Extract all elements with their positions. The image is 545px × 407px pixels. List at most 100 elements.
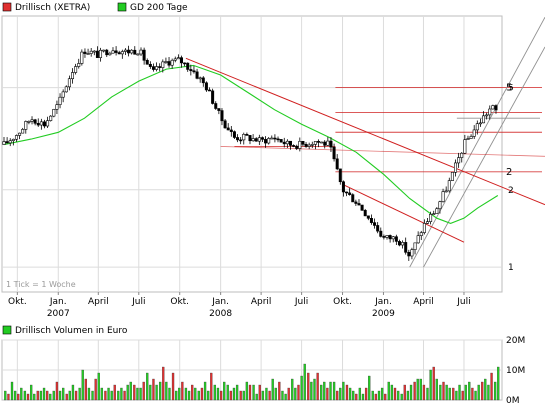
candle-body (391, 236, 395, 240)
volume-bar (406, 390, 410, 401)
volume-bar (380, 387, 384, 401)
x-tick-label: Juli (294, 297, 308, 307)
candle-body (335, 158, 339, 170)
x-tick-label: April (251, 297, 272, 307)
candle-body (270, 137, 274, 140)
volume-bar (281, 390, 284, 401)
volume-bar (274, 387, 277, 401)
volume-bar (448, 387, 451, 401)
candle-body (460, 152, 464, 158)
candle-body (401, 242, 405, 246)
legend-ma-swatch (117, 2, 127, 12)
volume-bar (419, 378, 422, 401)
candle-body (307, 144, 311, 147)
volume-bar (393, 387, 397, 401)
volume-bar (452, 387, 455, 401)
candle-body (183, 62, 187, 65)
volume-bar (416, 378, 419, 401)
candle-body (447, 180, 451, 192)
volume-bar (113, 384, 116, 401)
candle-body (441, 191, 445, 202)
volume-bar (33, 393, 36, 401)
candle-body (117, 52, 121, 55)
volume-bar (123, 390, 126, 401)
candle-body (21, 129, 25, 134)
candle-body (89, 50, 93, 54)
volume-bar (232, 387, 236, 401)
x-tick-label: Juli (456, 297, 470, 307)
volume-bar (239, 390, 242, 401)
volume-bar (68, 390, 71, 401)
x-tick-label: Okt. (333, 297, 352, 307)
y-tick-label: 5 (508, 84, 514, 94)
candle-body (298, 140, 302, 149)
volume-bar (409, 384, 413, 401)
volume-bar (62, 387, 65, 401)
y-tick-label: 2 (508, 186, 514, 196)
price-gridlines (2, 16, 502, 292)
candle-body (488, 108, 492, 116)
volume-bar (162, 366, 165, 401)
volume-tick-label: 20M (506, 336, 525, 346)
candle-body (329, 140, 333, 148)
candle-body (242, 134, 246, 141)
volume-bar (258, 384, 261, 401)
volume-bar (271, 378, 274, 401)
volume-tick-label: 10M (506, 366, 525, 376)
volume-bar (384, 393, 387, 401)
volume-bar (74, 390, 78, 401)
volume-bar (94, 378, 97, 401)
volume-axis-ticks: 0M 10M 20M (506, 336, 525, 406)
candle-body (64, 86, 68, 93)
volume-bar (439, 384, 442, 401)
candle-body (267, 138, 271, 144)
volume-bar (345, 384, 349, 401)
candle-body (139, 49, 143, 55)
volume-bar (149, 384, 152, 401)
volume-bar (117, 390, 120, 401)
candle-body (229, 129, 233, 132)
volume-bar (426, 387, 429, 401)
candle-body (475, 123, 479, 131)
volume-bar (458, 384, 461, 401)
volume-bar (323, 381, 326, 401)
volume-bar (468, 381, 471, 401)
candle-body (326, 140, 330, 146)
candle-body (317, 141, 321, 143)
year-label: 2007 (47, 309, 70, 319)
volume-bar (10, 381, 14, 401)
volume-bar (191, 384, 194, 401)
volume-bar (445, 384, 448, 401)
candle-body (432, 213, 436, 215)
candle-body (348, 192, 352, 195)
volume-bar (187, 390, 191, 401)
volume-bar (107, 387, 110, 401)
volume-bar (374, 393, 378, 401)
volume-bar (316, 372, 319, 401)
volume-bar (52, 390, 55, 401)
candle-body (14, 135, 18, 140)
candle-body (397, 241, 401, 246)
candle-body (257, 137, 261, 142)
volume-bar (429, 369, 432, 401)
x-tick-label: Jan. (49, 297, 67, 307)
candle-body (204, 82, 208, 91)
candle-body (158, 66, 162, 68)
volume-bar (284, 393, 287, 401)
volume-bar (4, 390, 7, 401)
volume-bar (255, 393, 258, 401)
volume-bar (387, 381, 390, 401)
volume-bar (265, 387, 268, 401)
moving-average-line (3, 64, 499, 224)
candle-body (217, 108, 221, 111)
candle-body (223, 120, 227, 129)
volume-bar (97, 372, 100, 401)
volume-bar (261, 390, 265, 401)
x-tick-label: April (88, 297, 109, 307)
lower-trend-line (342, 183, 465, 243)
volume-bar (229, 390, 233, 401)
volume-bar (49, 393, 52, 401)
year-label: 2009 (372, 309, 395, 319)
candle-body (245, 134, 249, 136)
volume-bar (13, 390, 17, 401)
